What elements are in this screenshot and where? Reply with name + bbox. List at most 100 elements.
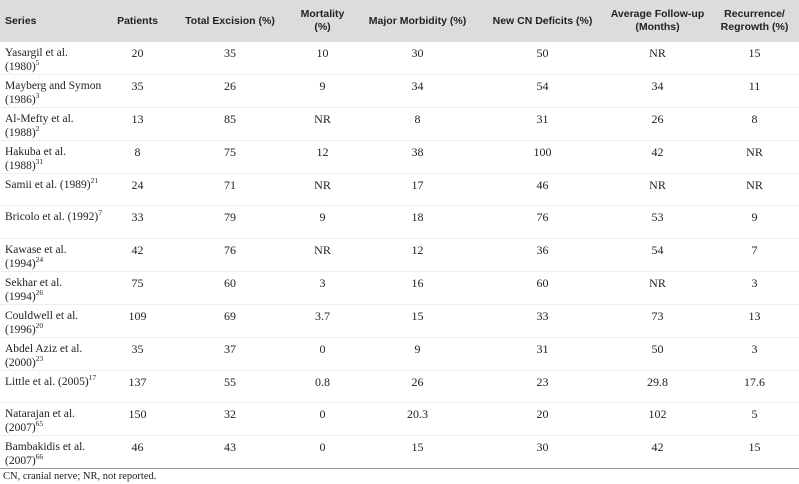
value-cell: 24 xyxy=(131,178,144,192)
value-cell: 42 xyxy=(651,440,664,455)
value-cell: 8 xyxy=(751,112,758,126)
value-cell: 9 xyxy=(751,210,758,225)
value-cell: 8 xyxy=(134,145,141,159)
series-name: Kawase et al. (1994) xyxy=(5,243,67,270)
series-cell: Little et al. (2005)17 xyxy=(0,370,105,402)
value-cell: 10 xyxy=(316,46,329,60)
reference: 20 xyxy=(35,320,44,330)
value-cell: 0.8 xyxy=(315,374,330,389)
value-cell: NR xyxy=(649,178,666,192)
value-cell: 20.3 xyxy=(407,407,428,422)
value-cell: 26 xyxy=(411,374,424,389)
series-name: Little et al. (2005) xyxy=(5,375,89,388)
series-name: Abdel Aziz et al. (2000) xyxy=(5,342,83,369)
series-name: Mayberg and Symon (1986) xyxy=(5,80,102,106)
value-cell: 100 xyxy=(533,145,552,159)
value-cell: 18 xyxy=(411,210,424,225)
value-cell: 55 xyxy=(224,374,236,389)
value-cell: 20 xyxy=(536,407,549,422)
value-cell: 60 xyxy=(224,275,236,290)
value-cell: 79 xyxy=(224,210,236,225)
series-name: Bricolo et al. (1992) xyxy=(5,211,99,224)
reference: 31 xyxy=(35,157,44,167)
value-cell: 26 xyxy=(224,79,236,93)
header-row: Series Patients Total Excision (%) Mortalit… xyxy=(0,0,799,42)
value-cell: 0 xyxy=(319,407,326,422)
value-cell: 15 xyxy=(411,440,424,455)
value-cell: 11 xyxy=(748,79,761,93)
value-cell: 12 xyxy=(411,242,424,257)
value-cell: 34 xyxy=(411,79,424,93)
value-cell: 17.6 xyxy=(744,374,765,389)
table-row: Couldwell et al. (1996)20 109 69 3.7 15 33 73 1… xyxy=(0,304,799,338)
series-name: Al-Mefty et al. (1988) xyxy=(5,113,74,139)
table-row: Al-Mefty et al. (1988)2 13 85 NR 8 31 26 8 xyxy=(0,108,799,141)
series-name: Couldwell et al. (1996) xyxy=(5,309,79,336)
series-name: Samii et al. (1989) xyxy=(5,179,91,191)
series-cell: Bambakidis et al. (2007)66 xyxy=(0,436,105,469)
value-cell: 76 xyxy=(224,242,236,257)
value-cell: 13 xyxy=(748,308,761,323)
value-cell: 73 xyxy=(651,308,664,323)
value-cell: NR xyxy=(746,178,763,192)
value-cell: 0 xyxy=(319,440,326,455)
value-cell: 33 xyxy=(536,308,549,323)
reference: 26 xyxy=(35,287,44,297)
value-cell: 53 xyxy=(651,210,664,225)
series-cell: Sekhar et al. (1994)26 xyxy=(0,271,105,304)
value-cell: 38 xyxy=(411,145,424,159)
value-cell: 54 xyxy=(536,79,549,93)
value-cell: 15 xyxy=(411,308,424,323)
value-cell: 69 xyxy=(224,308,236,323)
value-cell: 8 xyxy=(414,112,421,126)
reference: 65 xyxy=(35,419,44,429)
column-header: Average Follow-up (Months) xyxy=(610,8,705,33)
table-body: Yasargil et al. (1980)5 20 35 10 30 50 NR 15 May… xyxy=(0,42,799,469)
value-cell: 102 xyxy=(648,407,667,422)
series-name: Bambakidis et al. (2007) xyxy=(5,441,86,468)
value-cell: 20 xyxy=(131,46,144,60)
reference: 23 xyxy=(35,353,44,363)
value-cell: 3 xyxy=(751,275,758,290)
data-table: Series Patients Total Excision (%) Mortalit… xyxy=(0,0,799,469)
series-cell: Yasargil et al. (1980)5 xyxy=(0,42,105,75)
table-row: Natarajan et al. (2007)65 150 32 0 20.3 20 102… xyxy=(0,403,799,436)
value-cell: 13 xyxy=(131,112,144,126)
value-cell: 35 xyxy=(131,341,144,356)
table-row: Kawase et al. (1994)24 42 76 NR 12 36 54 7 xyxy=(0,238,799,272)
table-row: Little et al. (2005)17 137 55 0.8 26 23 29.8 17… xyxy=(0,370,799,403)
value-cell: 7 xyxy=(751,242,758,257)
value-cell: 109 xyxy=(128,308,147,323)
value-cell: 5 xyxy=(751,407,758,422)
value-cell: 35 xyxy=(224,46,236,60)
reference: 5 xyxy=(35,58,40,68)
series-cell: Abdel Aziz et al. (2000)23 xyxy=(0,337,105,370)
value-cell: NR xyxy=(314,112,331,126)
value-cell: 16 xyxy=(411,275,424,290)
value-cell: 50 xyxy=(536,46,549,60)
value-cell: NR xyxy=(314,242,331,257)
reference: 2 xyxy=(35,124,40,134)
column-header: Recurrence/ Regrowth (%) xyxy=(720,8,789,33)
value-cell: 76 xyxy=(536,210,549,225)
value-cell: 12 xyxy=(316,145,329,159)
value-cell: 31 xyxy=(536,341,549,356)
reference: 21 xyxy=(90,176,99,186)
table-header: Series Patients Total Excision (%) Mortalit… xyxy=(0,0,799,42)
table-row: Mayberg and Symon (1986)3 35 26 9 34 54 34 11 xyxy=(0,75,799,108)
table-row: Hakuba et al. (1988)31 8 75 12 38 100 42 NR xyxy=(0,141,799,174)
value-cell: 60 xyxy=(536,275,549,290)
column-header: Major Morbidity (%) xyxy=(368,14,467,27)
value-cell: NR xyxy=(649,275,666,290)
value-cell: 85 xyxy=(224,112,236,126)
series-name: Hakuba et al. (1988) xyxy=(5,146,66,172)
value-cell: 50 xyxy=(651,341,664,356)
series-cell: Al-Mefty et al. (1988)2 xyxy=(0,108,105,141)
value-cell: 137 xyxy=(128,374,147,389)
value-cell: 37 xyxy=(224,341,236,356)
column-header: New CN Deficits (%) xyxy=(492,14,593,27)
value-cell: 3 xyxy=(751,341,758,356)
value-cell: 30 xyxy=(536,440,549,455)
value-cell: 9 xyxy=(319,79,326,93)
